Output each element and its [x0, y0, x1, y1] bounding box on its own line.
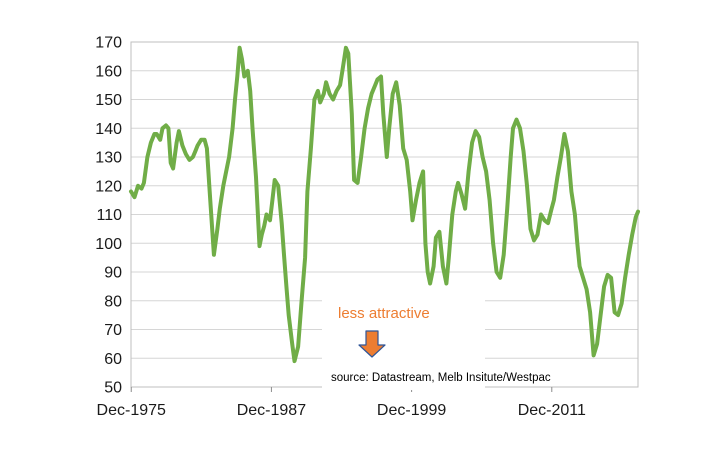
x-tick-labels: Dec-1975 Dec-1987 Dec-1999 Dec-2011 [97, 387, 586, 419]
x-tick-label: Dec-1999 [377, 402, 446, 419]
y-tick-labels: 50 60 70 80 90 100 110 120 130 140 150 160 170 [95, 35, 122, 397]
y-tick-label: 140 [95, 121, 122, 138]
y-tick-label: 110 [96, 207, 122, 224]
down-arrow-icon [358, 330, 386, 358]
y-tick-label: 90 [104, 265, 122, 282]
x-tick-label: Dec-1987 [237, 402, 306, 419]
x-tick-label: Dec-1975 [97, 402, 166, 419]
y-tick-label: 70 [104, 322, 122, 339]
series-line [129, 45, 640, 364]
y-tick-label: 100 [95, 236, 122, 253]
x-tick-label: Dec-2011 [518, 402, 586, 419]
y-tick-label: 170 [95, 35, 122, 52]
source-box [322, 366, 607, 386]
y-tick-label: 50 [104, 380, 122, 397]
y-tick-label: 60 [104, 351, 122, 368]
y-tick-label: 120 [95, 178, 122, 195]
annotation-less-attractive: less attractive [338, 305, 430, 322]
y-tick-label: 130 [95, 150, 122, 167]
y-tick-label: 160 [95, 63, 122, 80]
source-note: source: Datastream, Melb Insitute/Westpa… [331, 372, 551, 384]
y-tick-label: 80 [104, 293, 122, 310]
y-tick-label: 150 [95, 92, 122, 109]
series-layer [129, 45, 640, 364]
